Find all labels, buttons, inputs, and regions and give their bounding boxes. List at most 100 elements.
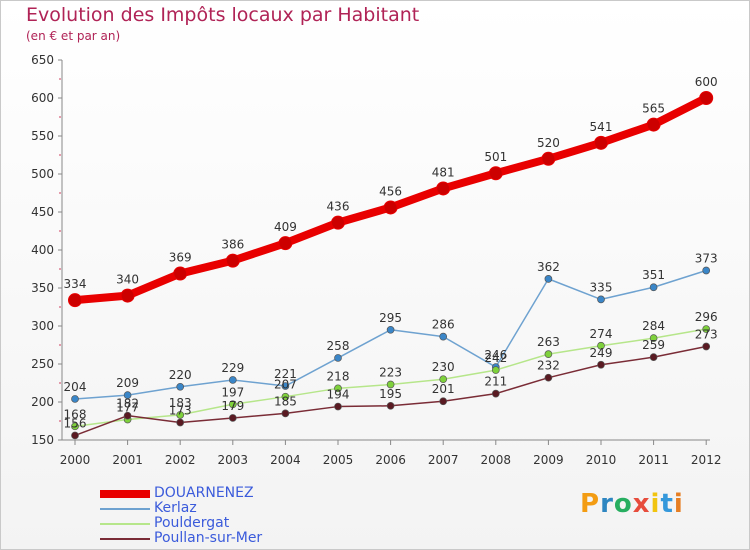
y-tick-label: 400	[31, 243, 54, 257]
legend-label: Pouldergat	[154, 515, 230, 531]
data-label-poullan-sur-mer: 273	[695, 328, 718, 342]
y-tick-label: 600	[31, 91, 54, 105]
data-point-douarnenez	[541, 151, 556, 166]
data-label-douarnenez: 481	[432, 165, 455, 179]
data-point-kerlaz	[439, 332, 448, 341]
data-point-pouldergat	[649, 334, 658, 343]
data-label-pouldergat: 218	[327, 369, 350, 383]
x-tick-label: 2006	[375, 453, 406, 467]
data-label-kerlaz: 351	[642, 268, 665, 282]
data-point-poullan-sur-mer	[702, 342, 711, 351]
data-point-kerlaz	[71, 395, 79, 403]
x-tick-label: 2001	[112, 453, 143, 467]
data-label-douarnenez: 386	[221, 238, 244, 252]
data-label-kerlaz: 221	[274, 367, 297, 381]
data-label-poullan-sur-mer: 194	[327, 388, 350, 402]
data-point-douarnenez	[488, 166, 503, 181]
x-tick-label: 2011	[638, 453, 669, 467]
data-point-kerlaz	[176, 382, 185, 391]
data-label-pouldergat: 274	[590, 327, 613, 341]
data-point-poullan-sur-mer	[439, 397, 448, 406]
data-label-kerlaz: 286	[432, 318, 455, 332]
data-point-kerlaz	[386, 325, 395, 334]
x-tick-label: 2009	[533, 453, 564, 467]
legend-label: Poullan-sur-Mer	[154, 530, 263, 546]
data-point-poullan-sur-mer	[491, 389, 500, 398]
data-point-poullan-sur-mer	[281, 409, 290, 418]
data-point-pouldergat	[544, 350, 553, 358]
data-label-poullan-sur-mer: 179	[221, 399, 244, 413]
legend-swatch	[100, 538, 150, 540]
data-label-pouldergat: 296	[695, 310, 718, 324]
data-label-kerlaz: 373	[695, 252, 718, 266]
data-point-pouldergat	[491, 366, 500, 374]
x-tick-label: 2002	[165, 453, 196, 467]
data-point-kerlaz	[702, 266, 711, 275]
data-label-douarnenez: 520	[537, 136, 560, 150]
data-label-poullan-sur-mer: 185	[274, 394, 297, 408]
logo-letter: i	[650, 489, 661, 519]
data-label-pouldergat: 168	[64, 407, 87, 421]
data-point-kerlaz	[334, 354, 342, 362]
x-tick-label: 2007	[428, 453, 459, 467]
data-label-douarnenez: 369	[169, 251, 192, 265]
data-point-douarnenez	[68, 293, 82, 308]
data-label-pouldergat: 197	[221, 385, 244, 399]
data-label-douarnenez: 409	[274, 220, 297, 234]
data-label-douarnenez: 340	[116, 273, 139, 287]
data-point-pouldergat	[439, 375, 448, 384]
y-tick-label: 450	[31, 205, 54, 219]
data-point-pouldergat	[334, 384, 342, 393]
legend-swatch	[100, 523, 150, 525]
data-point-douarnenez	[699, 91, 714, 105]
data-point-poullan-sur-mer	[334, 402, 342, 411]
data-label-douarnenez: 600	[695, 75, 718, 89]
data-point-douarnenez	[173, 266, 188, 281]
data-label-poullan-sur-mer: 249	[590, 346, 613, 360]
data-point-pouldergat	[702, 325, 711, 333]
data-point-douarnenez	[436, 181, 451, 196]
data-label-pouldergat: 177	[116, 400, 139, 414]
data-label-poullan-sur-mer: 173	[169, 404, 192, 418]
data-label-kerlaz: 229	[221, 361, 244, 375]
data-point-douarnenez	[383, 200, 398, 215]
y-tick-label: 250	[31, 357, 54, 371]
data-point-kerlaz	[123, 391, 132, 400]
logo-letter: P	[580, 489, 601, 519]
data-label-kerlaz: 258	[327, 339, 350, 353]
data-point-poullan-sur-mer	[71, 431, 79, 440]
data-label-poullan-sur-mer: 211	[484, 375, 507, 389]
data-point-kerlaz	[228, 376, 237, 384]
x-tick-label: 2003	[218, 453, 249, 467]
data-label-poullan-sur-mer: 232	[537, 359, 560, 373]
data-label-douarnenez: 501	[484, 150, 507, 164]
proxiti-logo: Proxiti	[580, 489, 684, 519]
x-tick-label: 2005	[323, 453, 354, 467]
data-point-pouldergat	[597, 341, 605, 350]
data-point-pouldergat	[228, 400, 237, 409]
data-point-douarnenez	[278, 236, 293, 251]
y-tick-label: 200	[31, 395, 54, 409]
data-point-poullan-sur-mer	[123, 411, 132, 420]
chart-subtitle: (en € et par an)	[26, 29, 121, 43]
data-point-pouldergat	[176, 411, 185, 419]
data-label-pouldergat: 207	[274, 378, 297, 392]
data-label-douarnenez: 541	[590, 120, 613, 134]
data-point-poullan-sur-mer	[176, 418, 185, 427]
data-point-douarnenez	[594, 135, 608, 150]
logo-letter: o	[613, 489, 633, 519]
y-tick-label: 650	[31, 53, 54, 67]
data-label-douarnenez: 565	[642, 102, 665, 116]
y-tick-label: 300	[31, 319, 54, 333]
logo-letter: i	[673, 489, 684, 519]
data-label-kerlaz: 220	[169, 368, 192, 382]
data-point-poullan-sur-mer	[228, 414, 237, 422]
data-label-poullan-sur-mer: 182	[116, 397, 139, 411]
logo-letter: r	[600, 489, 614, 519]
data-point-douarnenez	[646, 117, 661, 132]
data-point-douarnenez	[120, 288, 135, 303]
x-tick-label: 2004	[270, 453, 301, 467]
data-label-kerlaz: 246	[484, 348, 507, 362]
